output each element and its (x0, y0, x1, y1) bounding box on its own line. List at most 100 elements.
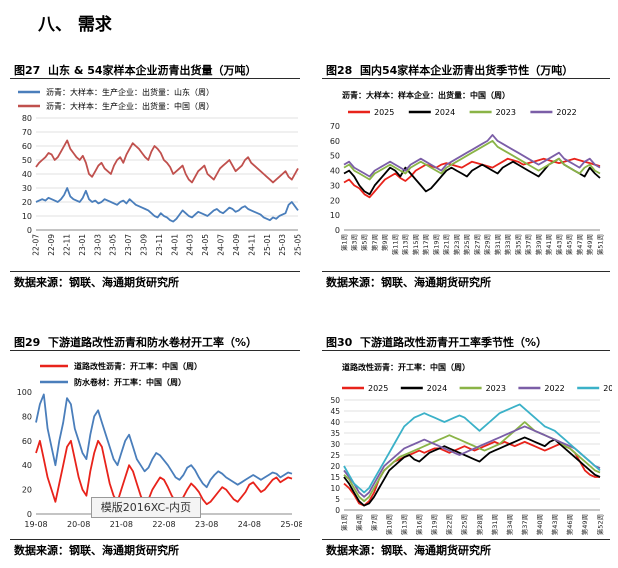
x-tick-label: 第37周 (520, 514, 529, 535)
x-tick-label: 第23周 (452, 234, 461, 255)
figure-28-bottom-rule (322, 271, 610, 272)
x-tick-label: 第13周 (401, 234, 410, 255)
x-tick-label: 第46周 (565, 514, 574, 535)
y-tick-label: 20 (330, 462, 340, 471)
y-tick-label: 15 (330, 473, 340, 482)
figure-29-title: 图29 下游道路改性沥青和防水卷材开工率（%） (14, 334, 257, 350)
y-tick-label: 70 (330, 122, 340, 131)
y-tick-label: 20 (22, 198, 32, 207)
figure-27-title-text: 山东 & 54家样本企业沥青出货量（万吨） (47, 64, 257, 77)
x-tick-label: 第9周 (380, 234, 389, 251)
figure-28-title: 图28 国内54家样本企业沥青出货季节性（万吨） (326, 62, 573, 78)
x-tick-label: 第28周 (475, 514, 484, 535)
legend-label: 道路改性沥青：开工率：中国（周） (74, 361, 202, 371)
legend-label: 沥青：大样本：生产企业：出货量：山东（周） (46, 87, 214, 97)
x-tick-label: 第10周 (384, 514, 393, 535)
x-tick-label: 第25周 (460, 514, 469, 535)
template-watermark-label: 模版2016XC-内页 (91, 497, 201, 518)
x-tick-label: 第52周 (595, 514, 604, 535)
figure-27-top-rule (10, 78, 300, 79)
series-line--0 (35, 187, 299, 223)
x-tick-label: 第31周 (493, 234, 502, 255)
x-tick-label: 第40周 (535, 514, 544, 535)
figure-27-title: 图27 山东 & 54家样本企业沥青出货量（万吨） (14, 62, 257, 78)
x-tick-label: 第13周 (400, 514, 409, 535)
x-tick-label: 第21周 (442, 234, 451, 255)
x-tick-label: 23-01 (78, 234, 87, 256)
figure-29-title-text: 下游道路改性沥青和防水卷材开工率（%） (47, 336, 258, 349)
figure-27-bottom-rule (10, 271, 300, 272)
x-tick-label: 第7周 (369, 514, 378, 531)
x-tick-label: 24-01 (170, 234, 179, 256)
y-tick-label: 80 (22, 412, 32, 421)
x-tick-label: 第29周 (483, 234, 492, 255)
x-tick-label: 第51周 (595, 234, 604, 255)
figure-30-bottom-rule (322, 539, 610, 540)
series-line-2022-3 (343, 134, 601, 178)
y-tick-label: 60 (22, 142, 32, 151)
x-tick-label: 22-08 (152, 520, 175, 529)
series-line-2021-4 (343, 403, 601, 494)
y-tick-label: 30 (330, 440, 340, 449)
y-tick-label: 40 (22, 461, 32, 470)
x-tick-label: 第15周 (411, 234, 420, 255)
legend-label: 防水卷材：开工率：中国（周） (74, 377, 186, 387)
figure-28-chart: 沥青：大样本：样本企业：出货量：中国（周）010203040506070第1周第… (330, 90, 604, 255)
x-tick-label: 第41周 (544, 234, 553, 255)
x-tick-label: 第27周 (472, 234, 481, 255)
figure-29-chart: 0 20 40 60 80 100 19-08 20-08 21-08 22-08 23-08 24-… (17, 361, 302, 529)
y-tick-label: 45 (330, 407, 340, 416)
y-tick-label: 70 (22, 128, 32, 137)
x-tick-label: 第1周 (339, 234, 348, 251)
y-tick-label: 0 (335, 506, 340, 515)
x-tick-label: 第22周 (445, 514, 454, 535)
figure-29-bottom-rule (10, 539, 300, 540)
series-line-2023-2 (343, 421, 601, 503)
x-tick-label: 第43周 (550, 514, 559, 535)
y-tick-label: 60 (330, 137, 340, 146)
series-line--1 (35, 139, 299, 184)
figure-30-title: 图30 下游道路改性沥青开工率季节性（%） (326, 334, 547, 350)
legend-label: 2021 (603, 384, 612, 393)
x-tick-label: 第39周 (534, 234, 543, 255)
x-tick-label: 第7周 (370, 234, 379, 251)
series-line-2024-1 (343, 436, 601, 507)
legend-label: 2022 (556, 108, 576, 117)
y-tick-label: 80 (22, 114, 32, 123)
y-tick-label: 50 (22, 156, 32, 165)
y-tick-label: 0 (335, 226, 340, 235)
x-tick-label: 24-05 (201, 234, 210, 256)
legend-label: 2023 (496, 108, 516, 117)
x-tick-label: 24-08 (238, 520, 261, 529)
legend-label: 2024 (435, 108, 455, 117)
series-line--0 (35, 439, 293, 506)
y-tick-label: 20 (22, 486, 32, 495)
x-tick-label: 22-07 (32, 234, 41, 256)
x-tick-label: 第3周 (350, 234, 359, 251)
figure-27-chart: 0 10 20 30 40 50 60 70 80 22-07 22-09 22-11 23-01 23-… (18, 87, 302, 256)
x-tick-label: 第25周 (462, 234, 471, 255)
y-tick-label: 50 (330, 152, 340, 161)
y-tick-label: 30 (22, 184, 32, 193)
x-tick-label: 第19周 (430, 514, 439, 535)
x-tick-label: 第49周 (580, 514, 589, 535)
chart-header-label: 沥青：大样本：样本企业：出货量：中国（周） (342, 90, 510, 100)
x-tick-label: 24-09 (232, 234, 241, 256)
y-tick-label: 60 (22, 437, 32, 446)
x-tick-label: 23-09 (140, 234, 149, 256)
figure-28-top-rule (322, 78, 610, 79)
x-tick-label: 19-08 (24, 520, 47, 529)
series-line-2023-2 (343, 140, 601, 181)
legend-label: 2025 (374, 108, 394, 117)
y-tick-label: 30 (330, 181, 340, 190)
figure-30-title-text: 下游道路改性沥青开工率季节性（%） (359, 336, 548, 349)
figure-29-number: 图29 (14, 336, 41, 349)
x-tick-label: 第17周 (421, 234, 430, 255)
y-tick-label: 50 (330, 396, 340, 405)
y-tick-label: 10 (330, 211, 340, 220)
x-tick-label: 20-08 (67, 520, 90, 529)
legend-label: 2022 (544, 384, 564, 393)
x-tick-label: 23-07 (124, 234, 133, 256)
legend-label: 2023 (486, 384, 506, 393)
x-tick-label: 22-09 (47, 234, 56, 256)
